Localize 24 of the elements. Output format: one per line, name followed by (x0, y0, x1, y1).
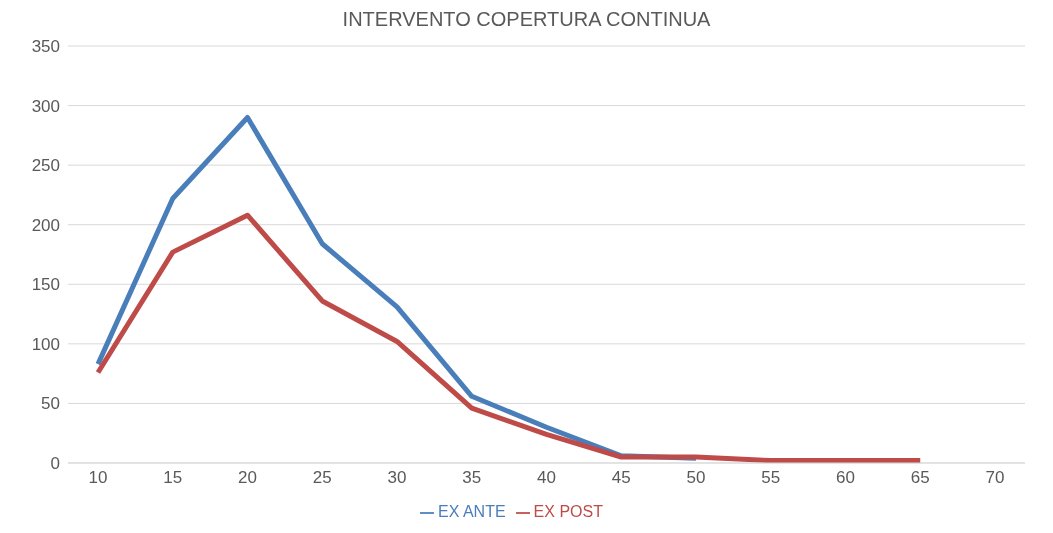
y-tick-label: 100 (31, 334, 60, 354)
x-tick-label: 35 (462, 468, 482, 488)
y-tick-label: 200 (31, 215, 60, 235)
x-tick-label: 15 (163, 468, 183, 488)
legend-label: EX ANTE (438, 503, 506, 520)
y-tick-label: 350 (31, 37, 60, 57)
y-tick-label: 0 (50, 454, 60, 474)
legend-label: EX POST (533, 503, 603, 520)
chart-title: INTERVENTO COPERTURA CONTINUA (341, 8, 712, 32)
y-tick-label: 50 (41, 394, 60, 414)
y-tick-label: 250 (31, 156, 60, 176)
x-tick-label: 25 (312, 468, 332, 488)
x-tick-label: 30 (387, 468, 407, 488)
x-tick-label: 70 (985, 468, 1005, 488)
x-tick-label: 65 (910, 468, 930, 488)
y-tick-label: 300 (31, 96, 60, 116)
x-tick-label: 50 (686, 468, 706, 488)
x-tick-label: 20 (238, 468, 257, 488)
x-tick-label: 45 (611, 468, 631, 488)
x-tick-label: 40 (537, 468, 556, 488)
x-tick-label: 10 (88, 468, 108, 488)
x-tick-label: 60 (836, 468, 855, 488)
y-tick-label: 150 (31, 275, 60, 295)
x-tick-label: 55 (761, 468, 781, 488)
